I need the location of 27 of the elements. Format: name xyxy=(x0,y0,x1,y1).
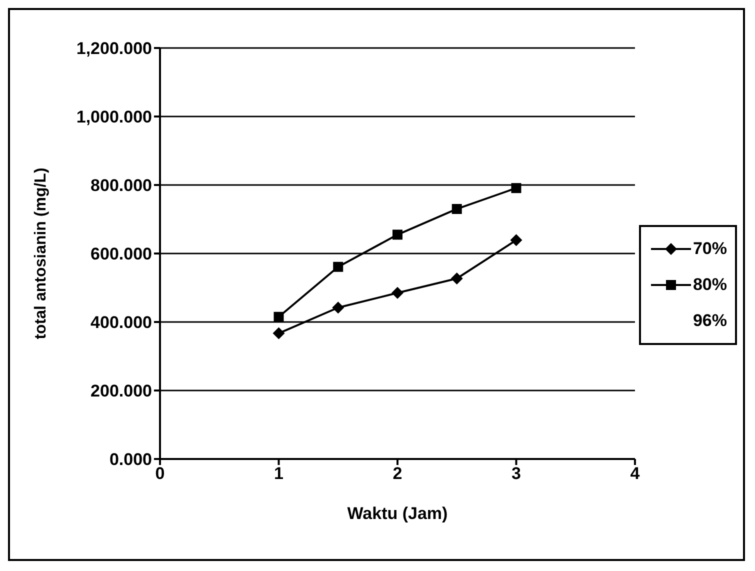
y-tick-label: 1,200.000 xyxy=(76,39,152,58)
y-tick-label: 1,000.000 xyxy=(76,108,152,127)
x-tick-label: 3 xyxy=(511,464,521,484)
y-tick-label: 600.000 xyxy=(90,244,152,264)
legend-label: 70% xyxy=(692,238,727,258)
y-tick-label: 200.000 xyxy=(90,382,152,401)
y-axis-title: total antosianin (mg/L) xyxy=(32,168,50,340)
point xyxy=(511,183,522,194)
y-tick-label: 0.000 xyxy=(109,450,152,470)
point xyxy=(510,234,522,246)
x-tick-label: 0 xyxy=(155,464,165,484)
point xyxy=(274,312,284,322)
x-tick-label: 4 xyxy=(630,464,640,484)
x-tick-label: 2 xyxy=(392,464,402,484)
point xyxy=(272,327,285,340)
x-axis-title: Waktu (Jam) xyxy=(347,504,448,523)
point xyxy=(332,302,344,314)
y-tick-label: 800.000 xyxy=(90,176,152,196)
point xyxy=(333,262,344,272)
legend-label: 80% xyxy=(692,274,727,294)
y-tick-label: 400.000 xyxy=(90,313,152,332)
point xyxy=(392,230,402,240)
point xyxy=(450,272,463,284)
point xyxy=(452,204,462,214)
legend-label: 96% xyxy=(692,310,727,330)
x-tick-label: 1 xyxy=(274,464,284,484)
point xyxy=(391,286,404,299)
